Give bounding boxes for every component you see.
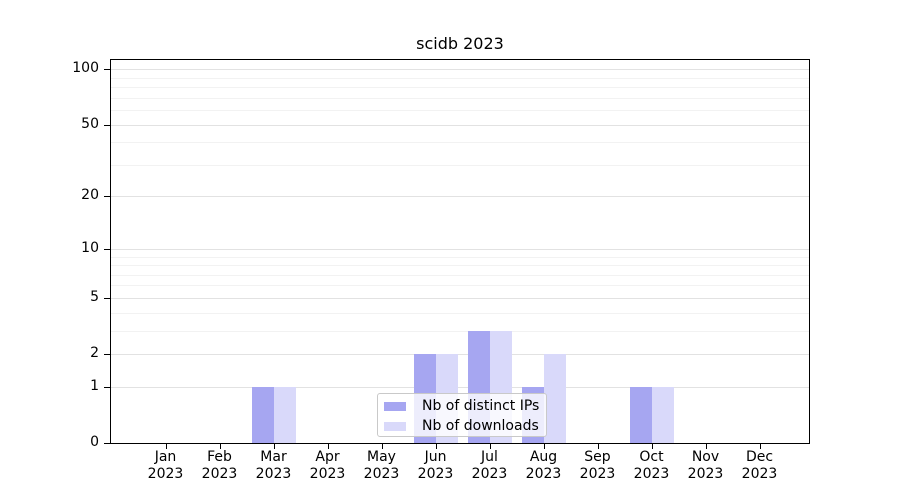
minor-gridline — [111, 265, 809, 267]
y-tick-label: 100 — [72, 60, 99, 77]
legend: Nb of distinct IPs Nb of downloads — [377, 393, 547, 437]
x-tick-label: Sep 2023 — [566, 449, 630, 483]
bar-downloads — [273, 386, 296, 443]
y-tick-mark — [104, 248, 111, 250]
minor-gridline — [111, 330, 809, 332]
bar-distinct-ips — [629, 386, 652, 443]
x-tick-month: Jul — [481, 449, 498, 465]
x-tick-mark — [543, 444, 545, 449]
x-tick-month: Mar — [260, 449, 287, 465]
x-tick-year: 2023 — [741, 466, 778, 482]
y-tick-label: 2 — [90, 345, 99, 362]
x-tick-year: 2023 — [471, 466, 508, 482]
y-tick-mark — [104, 196, 111, 198]
legend-item-distinct-ips: Nb of distinct IPs — [378, 396, 546, 416]
x-tick-year: 2023 — [525, 466, 562, 482]
bar-distinct-ips — [251, 386, 274, 443]
minor-gridline — [111, 164, 809, 166]
x-tick-month: Aug — [529, 449, 558, 465]
minor-gridline — [111, 97, 809, 99]
major-gridline — [111, 354, 809, 356]
legend-swatch-distinct-ips — [384, 401, 406, 411]
x-tick-label: Feb 2023 — [188, 449, 252, 483]
y-tick-label: 10 — [81, 239, 99, 256]
major-gridline — [111, 248, 809, 250]
x-tick-year: 2023 — [633, 466, 670, 482]
x-tick-month: Sep — [584, 449, 611, 465]
x-tick-mark — [219, 444, 221, 449]
minor-gridline — [111, 285, 809, 287]
x-tick-mark — [435, 444, 437, 449]
x-tick-year: 2023 — [201, 466, 238, 482]
legend-label-distinct-ips: Nb of distinct IPs — [422, 398, 540, 414]
x-tick-month: Jan — [154, 449, 177, 465]
legend-label-downloads: Nb of downloads — [422, 418, 539, 434]
x-tick-year: 2023 — [579, 466, 616, 482]
y-tick-label: 1 — [90, 377, 99, 394]
y-tick-mark — [104, 69, 111, 71]
x-tick-mark — [651, 444, 653, 449]
x-tick-mark — [327, 444, 329, 449]
x-tick-year: 2023 — [147, 466, 184, 482]
major-gridline — [111, 386, 809, 388]
minor-gridline — [111, 312, 809, 314]
x-tick-mark — [597, 444, 599, 449]
x-tick-month: Nov — [691, 449, 720, 465]
major-gridline — [111, 196, 809, 198]
x-tick-label: May 2023 — [350, 449, 414, 483]
x-tick-mark — [705, 444, 707, 449]
x-tick-year: 2023 — [687, 466, 724, 482]
x-tick-label: Jun 2023 — [404, 449, 468, 483]
minor-gridline — [111, 77, 809, 79]
major-gridline — [111, 297, 809, 299]
legend-swatch-downloads — [384, 421, 406, 431]
minor-gridline — [111, 142, 809, 144]
x-tick-year: 2023 — [309, 466, 346, 482]
x-tick-mark — [165, 444, 167, 449]
plot-area — [110, 59, 810, 444]
y-tick-mark — [104, 354, 111, 356]
x-tick-label: Mar 2023 — [242, 449, 306, 483]
legend-item-downloads: Nb of downloads — [378, 416, 546, 436]
minor-gridline — [111, 110, 809, 112]
x-tick-mark — [273, 444, 275, 449]
x-tick-mark — [759, 444, 761, 449]
x-tick-month: Jun — [424, 449, 447, 465]
chart-title: scidb 2023 — [416, 34, 504, 53]
minor-gridline — [111, 256, 809, 258]
y-tick-label: 5 — [90, 288, 99, 305]
y-tick-label: 0 — [90, 434, 99, 450]
x-tick-label: Aug 2023 — [512, 449, 576, 483]
major-gridline — [111, 69, 809, 71]
x-tick-month: Feb — [207, 449, 232, 465]
x-tick-month: Oct — [639, 449, 664, 465]
bar-downloads — [543, 354, 566, 443]
x-tick-label: Dec 2023 — [728, 449, 792, 483]
x-tick-label: Jul 2023 — [458, 449, 522, 483]
y-tick-mark — [104, 124, 111, 126]
x-tick-label: Oct 2023 — [620, 449, 684, 483]
x-tick-label: Apr 2023 — [296, 449, 360, 483]
y-tick-label: 50 — [81, 115, 99, 132]
y-tick-mark — [104, 297, 111, 299]
x-tick-label: Jan 2023 — [134, 449, 198, 483]
bar-downloads — [651, 386, 674, 443]
x-tick-label: Nov 2023 — [674, 449, 738, 483]
x-tick-mark — [489, 444, 491, 449]
x-tick-month: May — [367, 449, 396, 465]
y-tick-mark — [104, 443, 111, 444]
y-tick-mark — [104, 386, 111, 388]
major-gridline — [111, 124, 809, 126]
y-tick-label: 20 — [81, 187, 99, 204]
minor-gridline — [111, 87, 809, 89]
x-tick-year: 2023 — [417, 466, 454, 482]
x-tick-year: 2023 — [255, 466, 292, 482]
x-tick-month: Apr — [315, 449, 340, 465]
x-tick-month: Dec — [745, 449, 774, 465]
minor-gridline — [111, 274, 809, 276]
x-tick-year: 2023 — [363, 466, 400, 482]
x-tick-mark — [381, 444, 383, 449]
